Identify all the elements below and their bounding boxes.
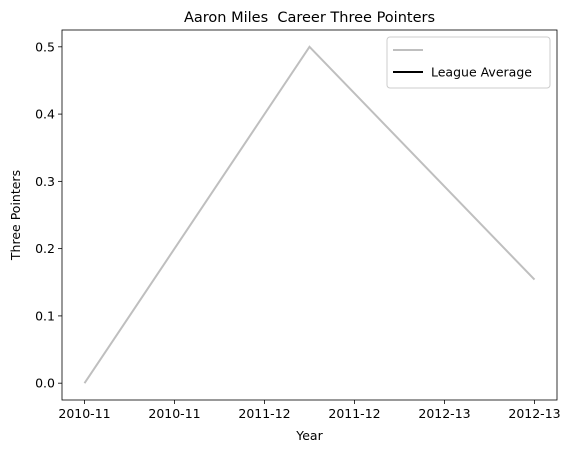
y-tick-label: 0.4 — [35, 107, 55, 122]
x-tick-label: 2012-13 — [508, 406, 560, 421]
chart-title: Aaron Miles Career Three Pointers — [184, 10, 435, 26]
x-tick-label: 2010-11 — [148, 406, 200, 421]
y-tick-label: 0.0 — [35, 376, 55, 391]
y-tick-label: 0.2 — [35, 241, 55, 256]
y-tick-label: 0.5 — [35, 39, 55, 54]
x-tick-label: 2011-12 — [238, 406, 290, 421]
x-tick-label: 2010-11 — [58, 406, 110, 421]
line-series — [83, 45, 536, 384]
y-tick-label: 0.3 — [35, 174, 55, 189]
y-axis-label: Three Pointers — [8, 170, 23, 261]
x-axis-label: Year — [295, 428, 323, 443]
legend-label: League Average — [431, 65, 532, 80]
y-tick-label: 0.1 — [35, 308, 55, 323]
x-tick-label: 2012-13 — [418, 406, 470, 421]
x-tick-label: 2011-12 — [328, 406, 380, 421]
legend-box — [386, 36, 551, 89]
axes-frame — [61, 29, 558, 401]
